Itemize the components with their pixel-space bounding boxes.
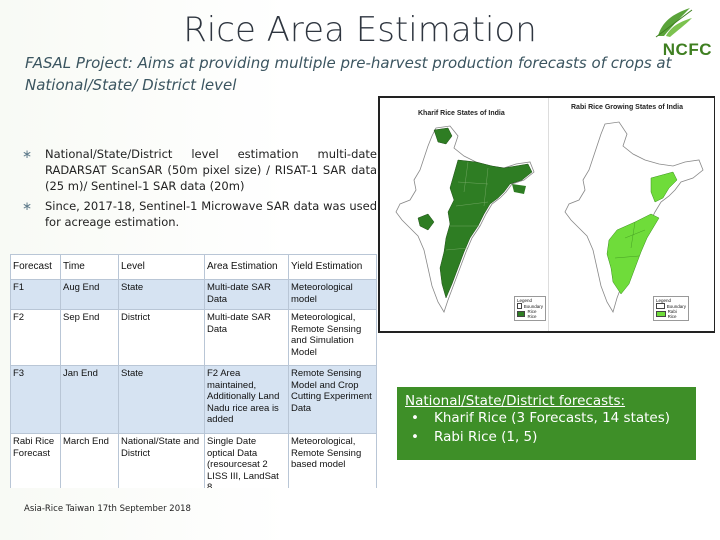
slide-footer: Asia-Rice Taiwan 17th September 2018 <box>24 504 191 514</box>
ncfc-logo: NCFC <box>640 6 714 62</box>
legend-swatch <box>517 303 522 309</box>
forecast-item-text: Kharif Rice (3 Forecasts, 14 states) <box>434 410 671 426</box>
kharif-map-title: Kharif Rice States of India <box>418 110 505 117</box>
table-cell: Jan End <box>60 365 119 434</box>
logo-text: NCFC <box>662 40 712 59</box>
bullet-text: National/State/District level estimation… <box>45 147 377 193</box>
legend-heading: Legend <box>517 298 533 303</box>
table-row: F2 Sep End District Multi-date SAR Data … <box>10 309 377 366</box>
table-cell: F2 <box>10 309 61 366</box>
bullet-icon: • <box>411 410 419 426</box>
legend-label: Boundary <box>666 303 686 309</box>
table-cell: Sep End <box>60 309 119 366</box>
table-cell: Multi-date SAR Data <box>204 279 289 310</box>
rabi-india-map <box>564 121 704 313</box>
table-header-row: Forecast Time Level Area Estimation Yiel… <box>10 254 377 280</box>
rabi-map-panel: Rabi Rice Growing States of India Legend… <box>548 98 714 331</box>
table-cell: Meteorological, Remote Sensing and Simul… <box>288 309 377 366</box>
header-time: Time <box>60 254 119 280</box>
legend-row: Boundary <box>656 303 686 309</box>
header-level: Level <box>118 254 205 280</box>
kharif-legend: Legend Boundary Rice Rice <box>514 296 546 321</box>
bullet-item: ∗ National/State/District level estimati… <box>22 146 377 194</box>
table-cell: Meteorological, Remote Sensing based mod… <box>288 433 377 488</box>
header-yield-estimation: Yield Estimation <box>288 254 377 280</box>
rabi-map-title: Rabi Rice Growing States of India <box>571 104 684 111</box>
forecast-item: • Kharif Rice (3 Forecasts, 14 states) <box>405 409 688 428</box>
bullet-list: ∗ National/State/District level estimati… <box>22 146 377 234</box>
table-cell: F3 <box>10 365 61 434</box>
table-cell: March End <box>60 433 119 488</box>
legend-row: Rice Rice <box>517 309 543 319</box>
bullet-icon: • <box>411 429 419 445</box>
table-row: F3 Jan End State F2 Area maintained, Add… <box>10 365 377 434</box>
table-cell: National/State and District <box>118 433 205 488</box>
table-row: Rabi Rice Forecast March End National/St… <box>10 433 377 488</box>
legend-label: Rice Rice <box>527 309 537 319</box>
table-row: F1 Aug End State Multi-date SAR Data Met… <box>10 279 377 310</box>
legend-swatch <box>656 303 665 309</box>
slide-title: Rice Area Estimation <box>183 10 537 50</box>
table-cell: Single Date optical Data (resourcesat 2 … <box>204 433 289 488</box>
header-area-estimation: Area Estimation <box>204 254 289 280</box>
forecasts-callout: National/State/District forecasts: • Kha… <box>397 387 696 460</box>
forecast-table-container: Forecast Time Level Area Estimation Yiel… <box>8 252 380 488</box>
bullet-text: Since, 2017-18, Sentinel-1 Microwave SAR… <box>45 199 377 229</box>
table-cell: Meteorological model <box>288 279 377 310</box>
slide-subtitle: FASAL Project: Aims at providing multipl… <box>25 54 672 94</box>
table-cell: Multi-date SAR Data <box>204 309 289 366</box>
forecast-item: • Rabi Rice (1, 5) <box>405 428 688 447</box>
table-cell: Rabi Rice Forecast <box>10 433 61 488</box>
legend-row: Rabi Rice <box>656 309 686 319</box>
rabi-legend: Legend Boundary Rabi Rice <box>653 296 689 321</box>
bullet-icon: ∗ <box>22 199 33 213</box>
forecast-item-text: Rabi Rice (1, 5) <box>434 429 538 445</box>
legend-label: Boundary <box>523 303 543 309</box>
table-cell: F2 Area maintained, Additionally Land Na… <box>204 365 289 434</box>
kharif-india-map <box>395 125 535 313</box>
table-cell: Remote Sensing Model and Crop Cutting Ex… <box>288 365 377 434</box>
forecast-table: Forecast Time Level Area Estimation Yiel… <box>10 254 377 488</box>
legend-swatch <box>517 311 526 317</box>
leaf-icon <box>655 8 693 38</box>
table-cell: State <box>118 365 205 434</box>
legend-swatch <box>656 311 666 317</box>
legend-heading: Legend <box>656 298 672 303</box>
header-forecast: Forecast <box>10 254 61 280</box>
forecasts-title: National/State/District forecasts: <box>405 393 626 409</box>
table-cell: District <box>118 309 205 366</box>
bullet-icon: ∗ <box>22 147 33 161</box>
table-cell: State <box>118 279 205 310</box>
legend-row: Boundary <box>517 303 543 309</box>
kharif-map-panel: Kharif Rice States of India Legend Bound… <box>380 98 547 331</box>
legend-label: Rabi Rice <box>667 309 677 319</box>
table-cell: Aug End <box>60 279 119 310</box>
bullet-item: ∗ Since, 2017-18, Sentinel-1 Microwave S… <box>22 198 377 230</box>
rice-maps-image: Kharif Rice States of India Legend Bound… <box>378 96 715 333</box>
table-cell: F1 <box>10 279 61 310</box>
